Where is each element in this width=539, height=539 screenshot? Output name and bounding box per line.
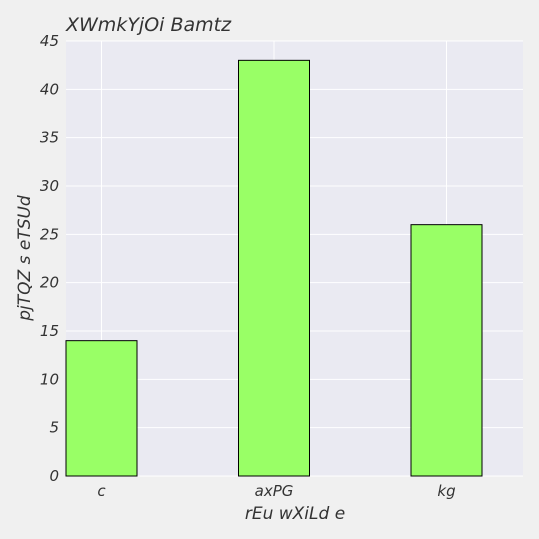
y-tick-label: 45 — [40, 32, 59, 50]
y-tick-label: 15 — [40, 322, 59, 340]
y-tick-label: 10 — [40, 370, 59, 388]
chart-title: XWmkYjOi Bamtz — [65, 14, 232, 36]
bar-c — [65, 340, 138, 477]
x-tick-label: axPG — [255, 482, 294, 500]
bar-axPG — [238, 59, 310, 477]
y-tick-label: 20 — [40, 274, 59, 292]
bar-kg — [410, 224, 483, 477]
y-tick-label: 5 — [49, 419, 59, 437]
bars — [65, 59, 483, 477]
x-axis-label: rEu wXiLd e — [245, 504, 345, 524]
y-tick-label: 40 — [40, 80, 59, 98]
y-tick-label: 0 — [49, 467, 59, 485]
y-tick-label: 25 — [40, 225, 59, 243]
y-tick-labels: 0 5 10 15 20 25 30 35 40 45 — [40, 32, 59, 485]
x-tick-label: c — [97, 482, 106, 500]
x-tick-label: kg — [437, 482, 455, 500]
y-axis-label: pjTQZ s eTSUd — [15, 195, 35, 322]
x-tick-labels: c axPG kg — [97, 482, 455, 500]
y-tick-label: 35 — [40, 129, 59, 147]
y-tick-label: 30 — [40, 177, 59, 195]
